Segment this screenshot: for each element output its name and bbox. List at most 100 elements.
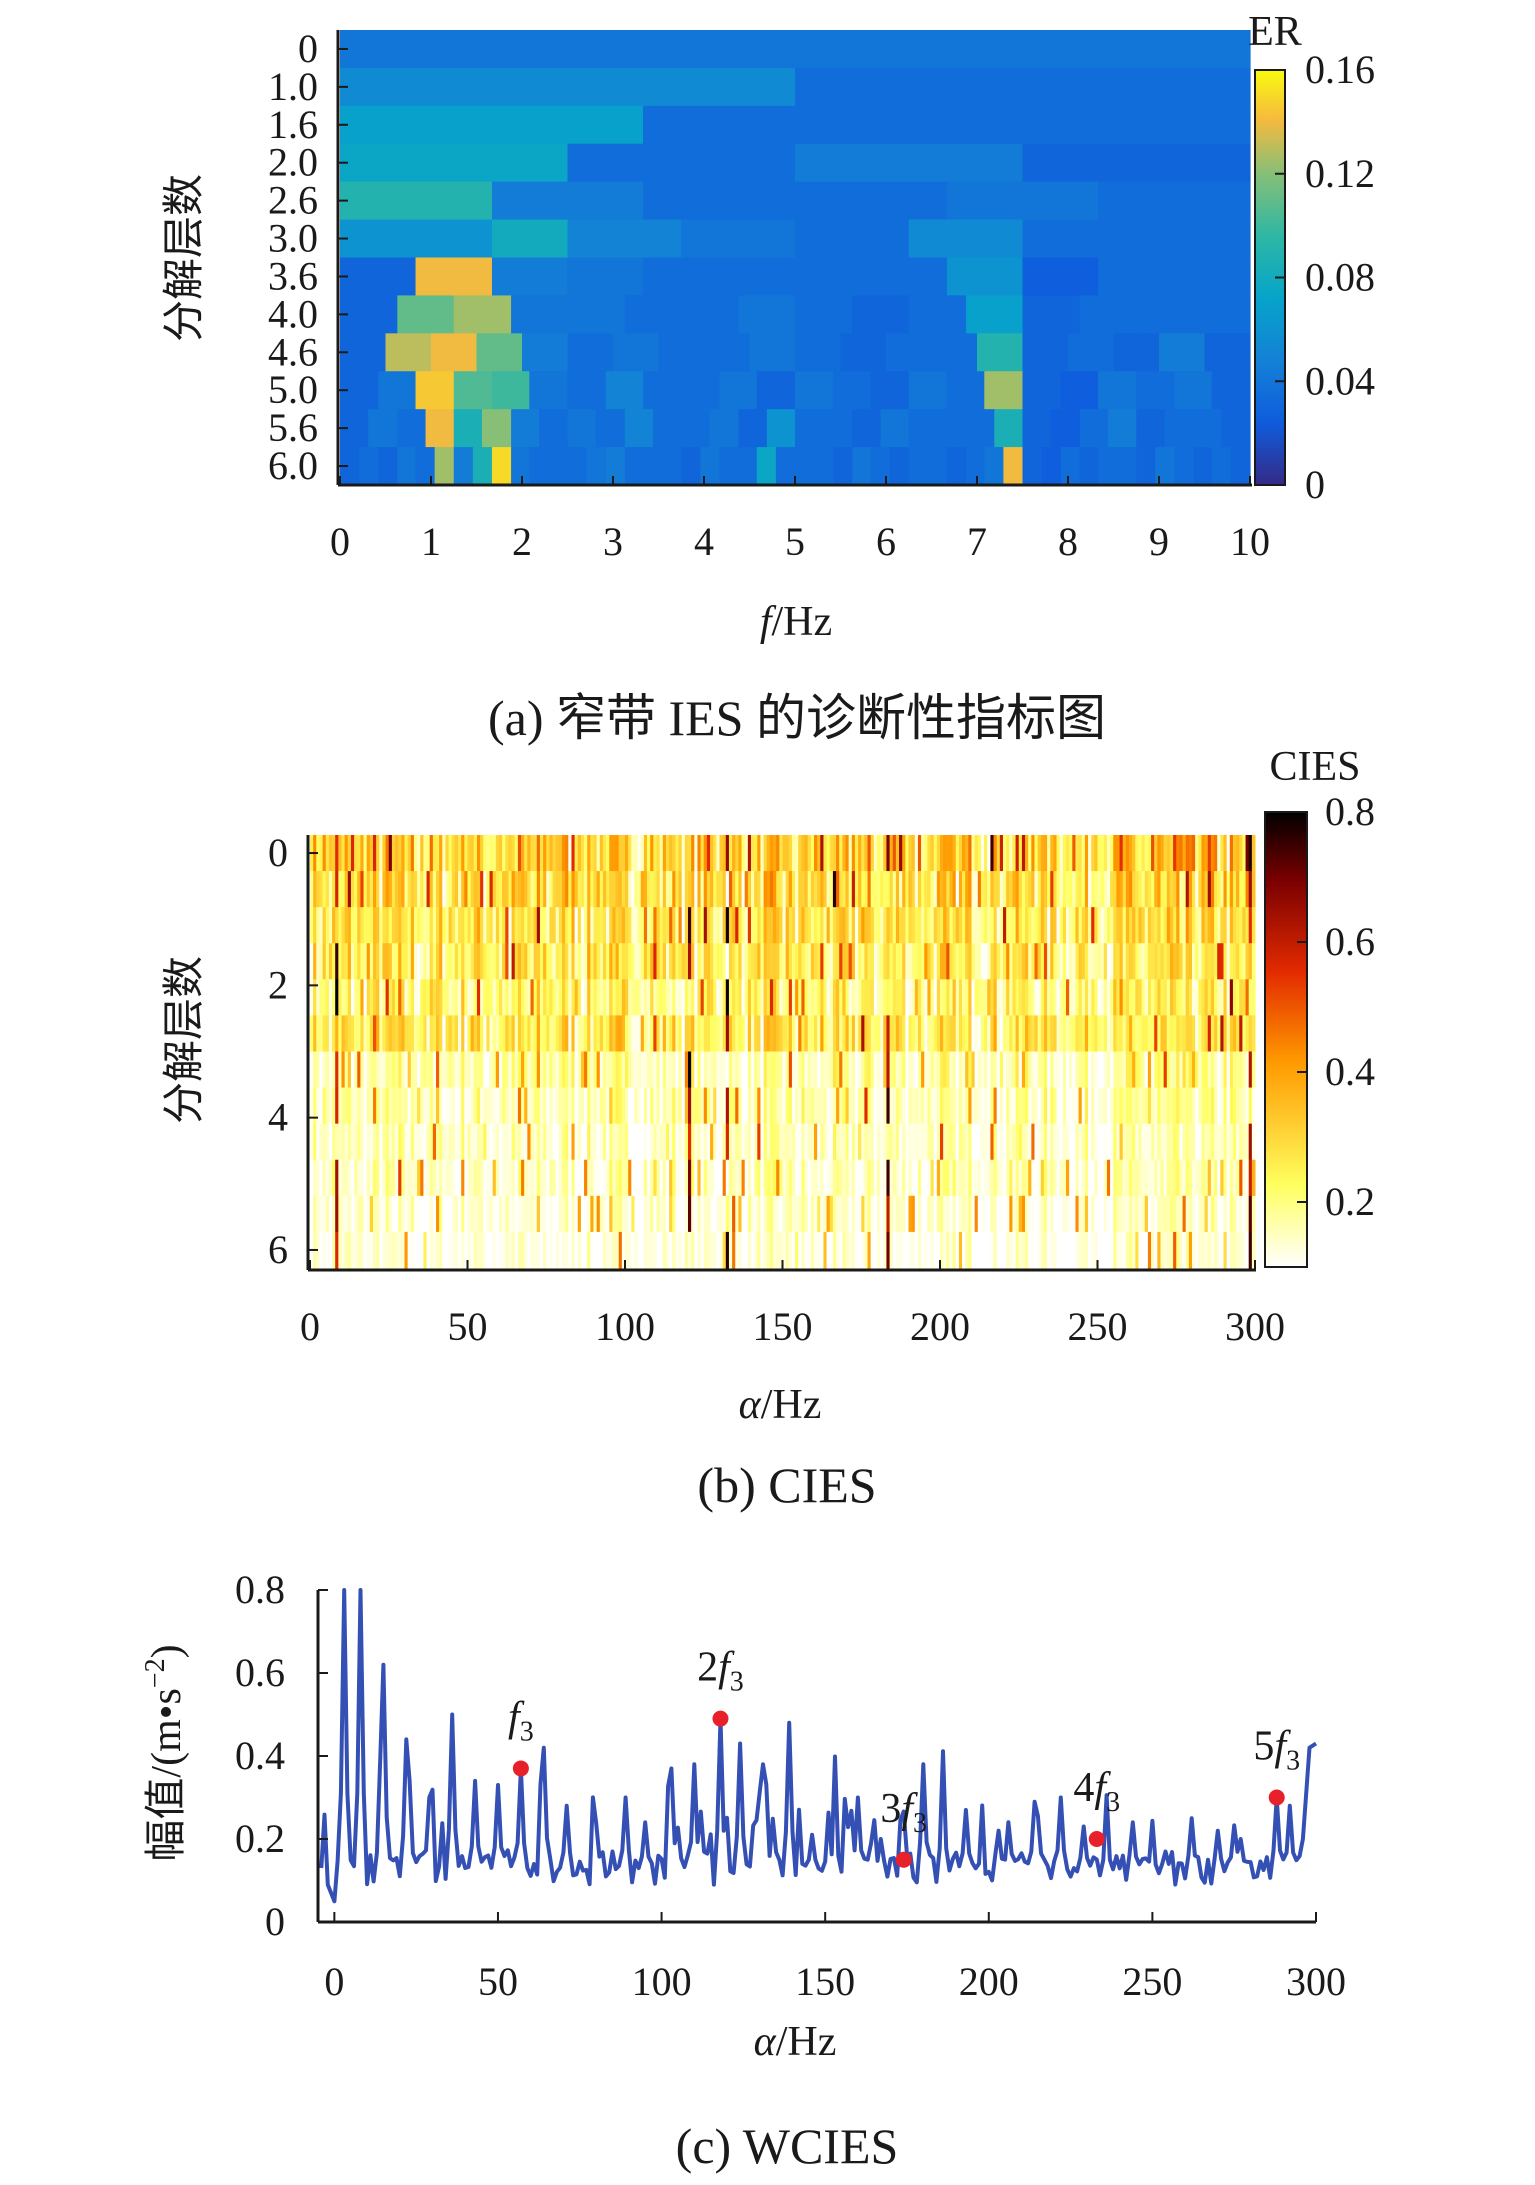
heatmap-b-cell	[1122, 1015, 1127, 1052]
heatmap-b-cell	[722, 1087, 727, 1125]
heatmap-b-cell	[965, 1015, 969, 1052]
heatmap-b-cell	[968, 1195, 972, 1233]
heatmap-b-cell	[845, 835, 850, 872]
heatmap-b-cell	[653, 835, 657, 872]
heatmap-b-cell	[700, 979, 705, 1016]
heatmap-b-cell	[480, 1015, 484, 1052]
heatmap-b-cell	[521, 871, 525, 908]
heatmap-b-cell	[376, 1159, 380, 1197]
heatmap-b-cell	[1242, 907, 1247, 944]
heatmap-b-cell	[1113, 1051, 1117, 1089]
heatmap-b-cell	[580, 907, 585, 944]
heatmap-b-cell	[1154, 907, 1158, 944]
heatmap-b-cell	[1103, 1231, 1108, 1269]
heatmap-b-cell	[404, 871, 409, 908]
heatmap-b-cell	[914, 871, 919, 908]
heatmap-b-cell	[1192, 1231, 1196, 1269]
heatmap-b-cell	[1043, 1051, 1048, 1089]
heatmap-b-cell	[631, 943, 635, 980]
heatmap-a-cell	[340, 219, 493, 259]
heatmap-b-cell	[1100, 1051, 1105, 1089]
heatmap-b-cell	[930, 1159, 935, 1197]
heatmap-b-cell	[801, 979, 806, 1016]
heatmap-b-cell	[889, 1231, 894, 1269]
heatmap-b-cell	[514, 1123, 519, 1161]
heatmap-b-cell	[316, 1051, 320, 1089]
heatmap-b-cell	[423, 1195, 428, 1233]
heatmap-b-cell	[1125, 1123, 1130, 1161]
heatmap-b-cell	[1217, 1159, 1221, 1197]
heatmap-b-cell	[615, 979, 620, 1016]
heatmap-b-cell	[697, 1159, 702, 1197]
heatmap-b-cell	[678, 943, 683, 980]
heatmap-b-cell	[1204, 907, 1209, 944]
heatmap-b-cell	[1028, 1159, 1032, 1197]
heatmap-b-cell	[621, 943, 626, 980]
heatmap-b-cell	[451, 907, 456, 944]
heatmap-b-cell	[1232, 1123, 1237, 1161]
heatmap-b-cell	[461, 943, 465, 980]
heatmap-b-cell	[1037, 1051, 1042, 1089]
heatmap-b-cell	[473, 871, 478, 908]
heatmap-b-cell	[1094, 943, 1098, 980]
heatmap-b-cell	[606, 1195, 610, 1233]
heatmap-b-cell	[769, 1123, 774, 1161]
panel-a-y-tick-label: 1.6	[268, 102, 318, 147]
heatmap-b-cell	[461, 871, 465, 908]
heatmap-b-cell	[867, 1051, 872, 1089]
heatmap-b-cell	[1075, 1231, 1080, 1269]
heatmap-b-cell	[678, 907, 683, 944]
heatmap-b-cell	[1018, 943, 1023, 980]
heatmap-b-cell	[609, 1123, 613, 1161]
heatmap-a-cell	[548, 447, 569, 486]
heatmap-b-cell	[574, 907, 579, 944]
heatmap-b-cell	[373, 1123, 377, 1161]
heatmap-b-cell	[1113, 943, 1117, 980]
heatmap-b-cell	[1229, 1159, 1234, 1197]
heatmap-b-cell	[980, 835, 985, 872]
heatmap-b-cell	[580, 943, 585, 980]
heatmap-b-cell	[1088, 907, 1092, 944]
heatmap-b-cell	[958, 1087, 963, 1125]
heatmap-b-cell	[1141, 943, 1146, 980]
heatmap-b-cell	[1166, 1015, 1171, 1052]
heatmap-a-cell	[340, 30, 1251, 69]
heatmap-b-cell	[785, 1195, 790, 1233]
heatmap-b-cell	[1097, 907, 1102, 944]
heatmap-b-cell	[958, 1159, 963, 1197]
heatmap-b-cell	[360, 943, 365, 980]
heatmap-b-cell	[826, 835, 831, 872]
heatmap-b-cell	[738, 979, 743, 1016]
heatmap-b-cell	[310, 871, 314, 908]
heatmap-b-cell	[363, 871, 368, 908]
heatmap-b-cell	[732, 1087, 736, 1125]
heatmap-b-cell	[1135, 1087, 1139, 1125]
heatmap-a-cell	[1022, 409, 1052, 448]
heatmap-b-cell	[672, 943, 676, 980]
heatmap-b-cell	[423, 1015, 428, 1052]
heatmap-b-cell	[977, 1195, 982, 1233]
heatmap-b-cell	[1204, 979, 1209, 1016]
heatmap-b-cell	[432, 1159, 437, 1197]
heatmap-b-cell	[470, 1195, 475, 1233]
heatmap-b-cell	[1182, 943, 1187, 980]
heatmap-b-cell	[1166, 1087, 1171, 1125]
heatmap-b-cell	[688, 1015, 692, 1052]
heatmap-b-cell	[376, 979, 380, 1016]
heatmap-b-cell	[1207, 1051, 1212, 1089]
heatmap-b-cell	[332, 1231, 336, 1269]
heatmap-b-cell	[886, 1231, 891, 1269]
heatmap-b-cell	[665, 1051, 670, 1089]
heatmap-b-cell	[785, 1015, 790, 1052]
heatmap-b-cell	[1195, 1123, 1199, 1161]
heatmap-b-cell	[839, 1087, 843, 1125]
heatmap-b-cell	[442, 1015, 446, 1052]
heatmap-b-cell	[851, 1015, 856, 1052]
heatmap-b-cell	[458, 943, 462, 980]
heatmap-b-cell	[517, 1015, 522, 1052]
heatmap-b-cell	[350, 1051, 355, 1089]
heatmap-b-cell	[940, 1051, 944, 1089]
heatmap-b-cell	[943, 835, 947, 872]
heatmap-b-cell	[659, 871, 664, 908]
heatmap-b-cell	[710, 979, 714, 1016]
